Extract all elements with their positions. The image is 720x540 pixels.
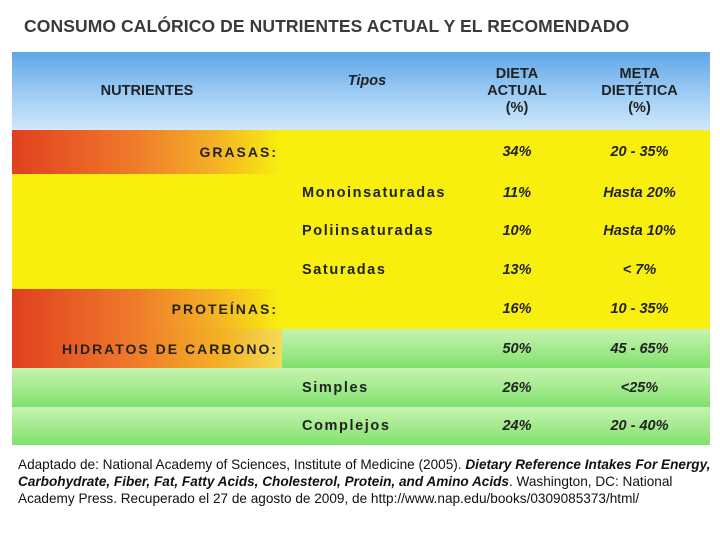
row-actual-value: 16%: [502, 301, 532, 317]
source-text-2: . Washington, DC: National Academy Press…: [18, 474, 673, 506]
row-label: Poliinsaturadas: [302, 223, 434, 239]
header-nutrientes-text: NUTRIENTES: [100, 82, 194, 99]
source-citation: Adaptado de: National Academy of Science…: [18, 456, 712, 507]
header-tipos: Tipos: [312, 42, 422, 120]
table-row-grasas: GRASAS: 34% 20 - 35%: [12, 130, 710, 174]
row-actual-value: 24%: [502, 418, 532, 434]
row-accent-bar: [12, 289, 282, 329]
table-row-poliinsaturadas: Poliinsaturadas 10% Hasta 10%: [12, 211, 710, 251]
row-label: PROTEÍNAS:: [171, 301, 278, 317]
row-meta-value: 20 - 40%: [610, 418, 669, 434]
header-nutrientes: NUTRIENTES: [82, 52, 212, 130]
table-row-simples: Simples 26% <25%: [12, 368, 710, 407]
row-actual-value: 11%: [503, 184, 531, 201]
table-row-monoinsaturadas: Monoinsaturadas 11% Hasta 20%: [12, 174, 710, 211]
row-accent-bar: [12, 130, 282, 174]
table-row-proteinas: PROTEÍNAS: 16% 10 - 35%: [12, 289, 710, 329]
row-actual-value: 13%: [502, 262, 532, 278]
row-actual-value: 10%: [502, 223, 532, 239]
row-label: Simples: [302, 379, 369, 396]
header-dieta-line3: (%): [505, 99, 529, 116]
source-title: Dietary Reference Intakes For Energy, Ca…: [18, 457, 711, 489]
source-text-1: Adaptado de: National Academy of Science…: [18, 457, 466, 472]
row-meta-value: 45 - 65%: [610, 340, 669, 357]
row-meta-value: 10 - 35%: [610, 301, 669, 317]
row-meta-value: Hasta 20%: [603, 184, 676, 201]
row-actual-value: 26%: [502, 379, 532, 396]
header-dieta-actual: DIETA ACTUAL (%): [467, 52, 567, 130]
row-actual-value: 50%: [502, 340, 532, 357]
page-title: CONSUMO CALÓRICO DE NUTRIENTES ACTUAL Y …: [24, 16, 630, 36]
row-label: Monoinsaturadas: [302, 184, 447, 201]
header-dieta-line1: DIETA: [495, 65, 539, 82]
row-meta-value: <25%: [620, 379, 659, 396]
row-meta-value: 20 - 35%: [610, 144, 669, 160]
table-row-saturadas: Saturadas 13% < 7%: [12, 251, 710, 289]
header-tipos-text: Tipos: [347, 72, 387, 89]
row-label: HIDRATOS DE CARBONO:: [61, 340, 278, 357]
table-header: NUTRIENTES Tipos DIETA ACTUAL (%) META D…: [12, 52, 710, 130]
header-meta-line1: META: [619, 65, 660, 82]
table-row-hidratos: HIDRATOS DE CARBONO: 50% 45 - 65%: [12, 329, 710, 368]
table-row-complejos: Complejos 24% 20 - 40%: [12, 407, 710, 445]
header-meta-line2: DIETÉTICA: [601, 82, 678, 99]
header-dieta-line2: ACTUAL: [487, 82, 547, 99]
nutrient-table: NUTRIENTES Tipos DIETA ACTUAL (%) META D…: [12, 52, 710, 445]
header-meta-line3: (%): [628, 99, 651, 116]
row-accent-bar: [12, 329, 282, 368]
header-meta-dietetica: META DIETÉTICA (%): [572, 52, 707, 130]
row-meta-value: Hasta 10%: [603, 223, 676, 239]
row-label: Complejos: [302, 418, 391, 434]
row-label: GRASAS:: [199, 144, 278, 160]
row-label: Saturadas: [302, 262, 387, 278]
row-meta-value: < 7%: [622, 262, 657, 278]
row-actual-value: 34%: [502, 144, 532, 160]
